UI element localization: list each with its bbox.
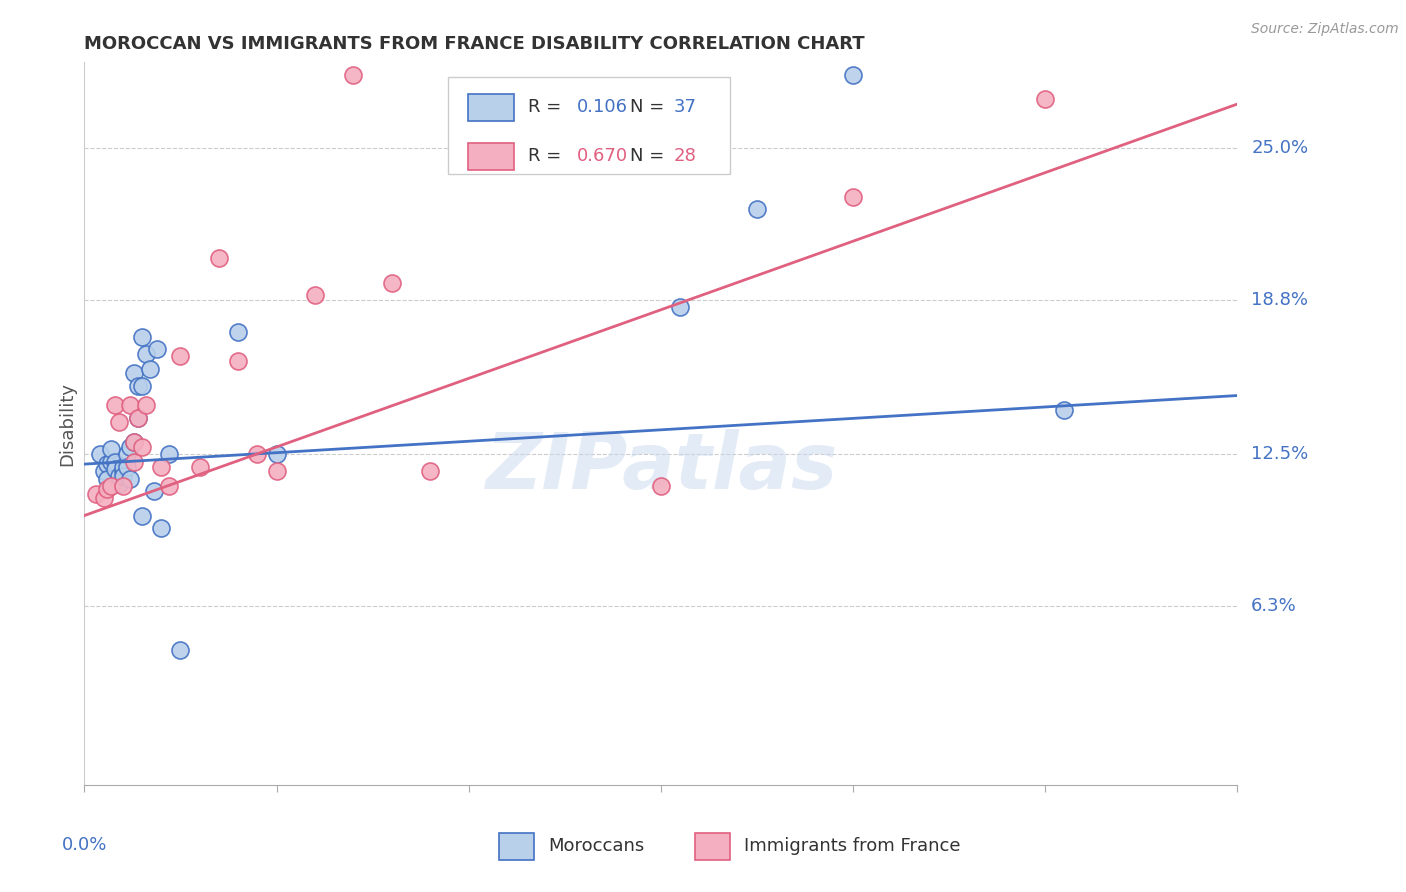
Point bbox=[120, 472, 142, 486]
Text: 6.3%: 6.3% bbox=[1251, 597, 1296, 615]
Point bbox=[108, 476, 131, 491]
Point bbox=[142, 484, 165, 499]
Point bbox=[650, 479, 672, 493]
Bar bbox=[447, 77, 730, 175]
Text: N =: N = bbox=[630, 98, 669, 116]
Text: R =: R = bbox=[529, 98, 567, 116]
Text: 0.0%: 0.0% bbox=[62, 836, 107, 854]
Point bbox=[135, 347, 157, 361]
Text: Moroccans: Moroccans bbox=[548, 838, 644, 855]
Point bbox=[342, 68, 364, 82]
Point bbox=[266, 465, 288, 479]
Point bbox=[169, 349, 191, 363]
Text: ZIPatlas: ZIPatlas bbox=[485, 429, 837, 505]
Point bbox=[157, 479, 180, 493]
Point bbox=[127, 410, 149, 425]
Point bbox=[150, 521, 173, 535]
Point bbox=[100, 455, 122, 469]
Point bbox=[124, 435, 146, 450]
Text: 0.670: 0.670 bbox=[576, 147, 628, 165]
Text: 0.106: 0.106 bbox=[576, 98, 627, 116]
Point bbox=[188, 459, 211, 474]
Point bbox=[842, 190, 865, 204]
Point bbox=[127, 378, 149, 392]
Point bbox=[108, 469, 131, 483]
Text: MOROCCAN VS IMMIGRANTS FROM FRANCE DISABILITY CORRELATION CHART: MOROCCAN VS IMMIGRANTS FROM FRANCE DISAB… bbox=[84, 35, 865, 53]
Point bbox=[135, 398, 157, 412]
Point bbox=[131, 440, 153, 454]
Bar bbox=[468, 94, 515, 121]
Point bbox=[146, 342, 169, 356]
Point bbox=[108, 416, 131, 430]
Point bbox=[115, 447, 138, 461]
Point bbox=[381, 276, 404, 290]
Point bbox=[226, 354, 249, 368]
Point bbox=[226, 325, 249, 339]
Point bbox=[127, 410, 149, 425]
Point bbox=[93, 465, 115, 479]
Point bbox=[1053, 403, 1076, 417]
Point bbox=[842, 68, 865, 82]
Text: 25.0%: 25.0% bbox=[1251, 139, 1309, 157]
Text: Immigrants from France: Immigrants from France bbox=[744, 838, 960, 855]
Point bbox=[111, 479, 134, 493]
Point bbox=[208, 252, 231, 266]
Point bbox=[157, 447, 180, 461]
Point bbox=[115, 459, 138, 474]
Point bbox=[111, 469, 134, 483]
Text: 18.8%: 18.8% bbox=[1251, 291, 1308, 309]
Bar bbox=[499, 832, 534, 860]
Point bbox=[104, 462, 127, 476]
Text: Source: ZipAtlas.com: Source: ZipAtlas.com bbox=[1251, 22, 1399, 37]
Point bbox=[246, 447, 269, 461]
Text: R =: R = bbox=[529, 147, 567, 165]
Point bbox=[96, 472, 118, 486]
Point bbox=[93, 491, 115, 506]
Point bbox=[111, 465, 134, 479]
Point bbox=[150, 459, 173, 474]
Point bbox=[104, 455, 127, 469]
Text: 12.5%: 12.5% bbox=[1251, 445, 1309, 463]
Y-axis label: Disability: Disability bbox=[58, 382, 76, 466]
Point bbox=[100, 442, 122, 457]
Point bbox=[304, 288, 326, 302]
Point bbox=[120, 398, 142, 412]
Bar bbox=[696, 832, 730, 860]
Point bbox=[96, 482, 118, 496]
Point bbox=[131, 378, 153, 392]
Point bbox=[84, 486, 107, 500]
Text: 37: 37 bbox=[673, 98, 696, 116]
Point bbox=[124, 367, 146, 381]
Point bbox=[96, 457, 118, 471]
Point bbox=[104, 398, 127, 412]
Point bbox=[1033, 92, 1056, 106]
Point bbox=[100, 479, 122, 493]
Point bbox=[169, 643, 191, 657]
Point bbox=[111, 459, 134, 474]
Point bbox=[124, 455, 146, 469]
Point bbox=[138, 361, 160, 376]
Text: N =: N = bbox=[630, 147, 669, 165]
Point bbox=[131, 508, 153, 523]
Point bbox=[120, 440, 142, 454]
Point bbox=[89, 447, 111, 461]
Bar bbox=[468, 143, 515, 170]
Point bbox=[124, 435, 146, 450]
Point bbox=[419, 465, 441, 479]
Point bbox=[266, 447, 288, 461]
Point bbox=[669, 301, 692, 315]
Point bbox=[745, 202, 768, 217]
Text: 28: 28 bbox=[673, 147, 696, 165]
Point bbox=[131, 330, 153, 344]
